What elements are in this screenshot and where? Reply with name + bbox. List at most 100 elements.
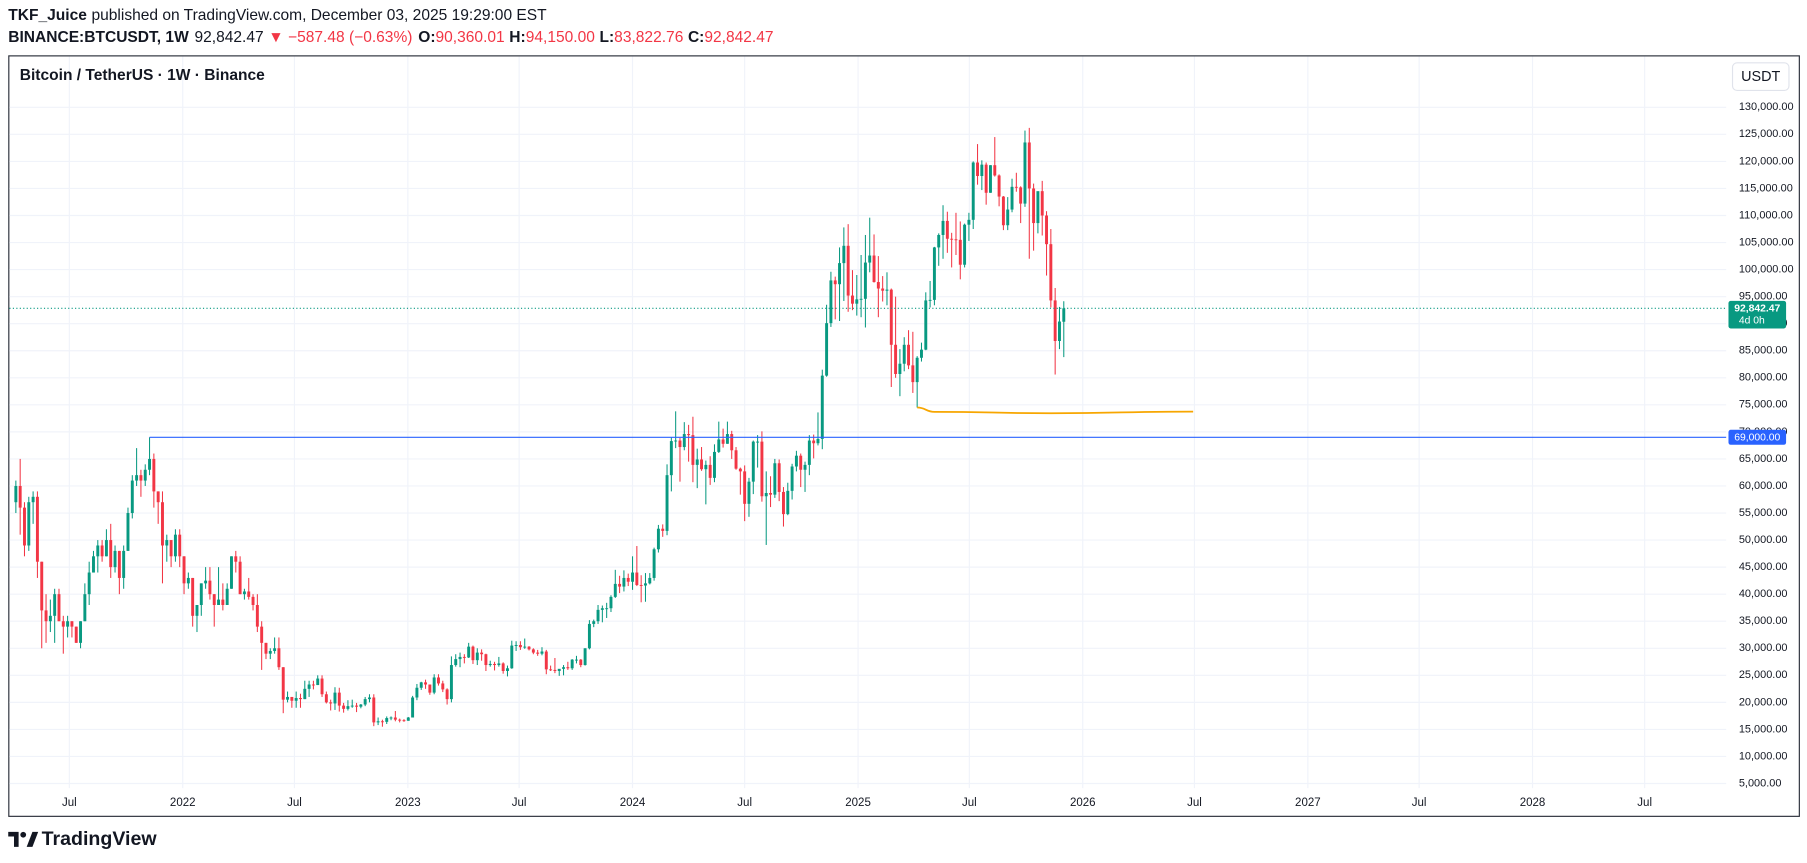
candle-body: [915, 357, 919, 383]
x-tick-label: Jul: [1412, 797, 1427, 809]
candle-body: [441, 683, 445, 690]
candle-body: [199, 583, 203, 605]
candle-body: [419, 682, 423, 688]
candle-body: [678, 440, 682, 448]
candle-body: [902, 344, 906, 364]
candle-body: [661, 528, 665, 531]
candle-body: [44, 610, 48, 622]
candle-body: [204, 580, 208, 584]
candle-body: [605, 608, 609, 610]
candle-body: [794, 455, 798, 467]
candle-body: [79, 621, 83, 643]
x-tick-label: Jul: [737, 797, 752, 809]
candle-body: [889, 289, 893, 345]
x-tick-label: 2028: [1520, 797, 1546, 809]
candle-body: [708, 464, 712, 478]
candle-body: [320, 678, 324, 695]
candle-body: [100, 545, 104, 557]
x-tick-label: 2025: [845, 797, 871, 809]
candle-body: [592, 621, 596, 624]
candle-body: [493, 663, 497, 666]
candle-body: [242, 591, 246, 595]
candle-body: [165, 540, 169, 546]
candle-body: [277, 648, 281, 668]
candle-body: [600, 608, 604, 610]
change: ▼ −587.48 (−0.63%): [268, 29, 412, 46]
y-tick-label: 75,000.00: [1739, 399, 1788, 411]
brand: TradingView: [42, 828, 158, 850]
candle-body: [1001, 196, 1005, 226]
x-tick-label: Jul: [62, 797, 77, 809]
candle-body: [863, 262, 867, 299]
y-tick-label: 20,000.00: [1739, 696, 1788, 708]
y-tick-label: 55,000.00: [1739, 507, 1788, 519]
candle-body: [652, 549, 656, 578]
candle-body: [631, 572, 635, 582]
candle-body: [372, 697, 376, 723]
price: 92,842.47: [195, 29, 264, 46]
candle-body: [61, 621, 65, 627]
candle-body: [786, 490, 790, 515]
candle-body: [665, 475, 669, 531]
candle-body: [674, 440, 678, 442]
candle-body: [195, 604, 199, 616]
candle-body: [87, 572, 91, 595]
last-price-box: [1728, 300, 1787, 329]
y-tick-label: 30,000.00: [1739, 642, 1788, 654]
candle-body: [113, 550, 117, 568]
candle-body: [501, 663, 505, 671]
candle-body: [104, 540, 108, 557]
logo-mark: [20, 831, 27, 838]
candle-body: [691, 435, 695, 465]
candle-body: [613, 583, 617, 597]
candle-body: [764, 493, 768, 497]
candle-body: [838, 263, 842, 285]
candle-body: [622, 577, 626, 587]
open-label: O:: [418, 29, 435, 46]
candle-body: [480, 652, 484, 655]
candle-body: [445, 689, 449, 700]
candle-body: [247, 591, 251, 597]
candle-body: [570, 659, 574, 669]
candle-body: [553, 669, 557, 671]
candle-body: [644, 583, 647, 586]
candle-body: [475, 652, 479, 661]
candle-body: [1006, 209, 1010, 226]
candle-body: [208, 580, 212, 595]
candle-body: [1049, 244, 1053, 301]
y-tick-label: 110,000.00: [1739, 209, 1793, 221]
candle-body: [471, 646, 475, 661]
candle-body: [234, 556, 238, 562]
candle-body: [626, 577, 630, 582]
candle-body: [730, 434, 734, 451]
candle-body: [376, 721, 380, 723]
candle-body: [70, 621, 74, 627]
candle-body: [536, 652, 540, 654]
candle-body: [299, 698, 302, 700]
candle-body: [1062, 308, 1066, 322]
candle-body: [130, 480, 134, 514]
y-tick-label: 100,000.00: [1739, 263, 1794, 275]
candle-body: [148, 458, 152, 470]
x-tick-label: 2023: [395, 797, 421, 809]
close-label: C:: [688, 29, 704, 46]
candle-body: [385, 718, 389, 722]
candle-body: [704, 464, 708, 470]
candle-body: [173, 534, 177, 557]
candle-body: [393, 717, 397, 720]
currency-button[interactable]: [1731, 62, 1790, 92]
candle-body: [255, 604, 259, 627]
candle-body: [35, 496, 39, 562]
candle-body: [687, 434, 691, 436]
candle-body: [191, 577, 195, 616]
x-tick-label: Jul: [1187, 797, 1202, 809]
candle-body: [803, 464, 807, 470]
candle-body: [816, 438, 820, 444]
candle-body: [609, 596, 613, 609]
candle-body: [907, 344, 911, 366]
candle-body: [290, 696, 294, 701]
currency-label[interactable]: USDT: [1741, 69, 1780, 85]
candle-body: [363, 699, 367, 705]
candle-body: [342, 705, 346, 709]
candle-body: [355, 705, 359, 707]
